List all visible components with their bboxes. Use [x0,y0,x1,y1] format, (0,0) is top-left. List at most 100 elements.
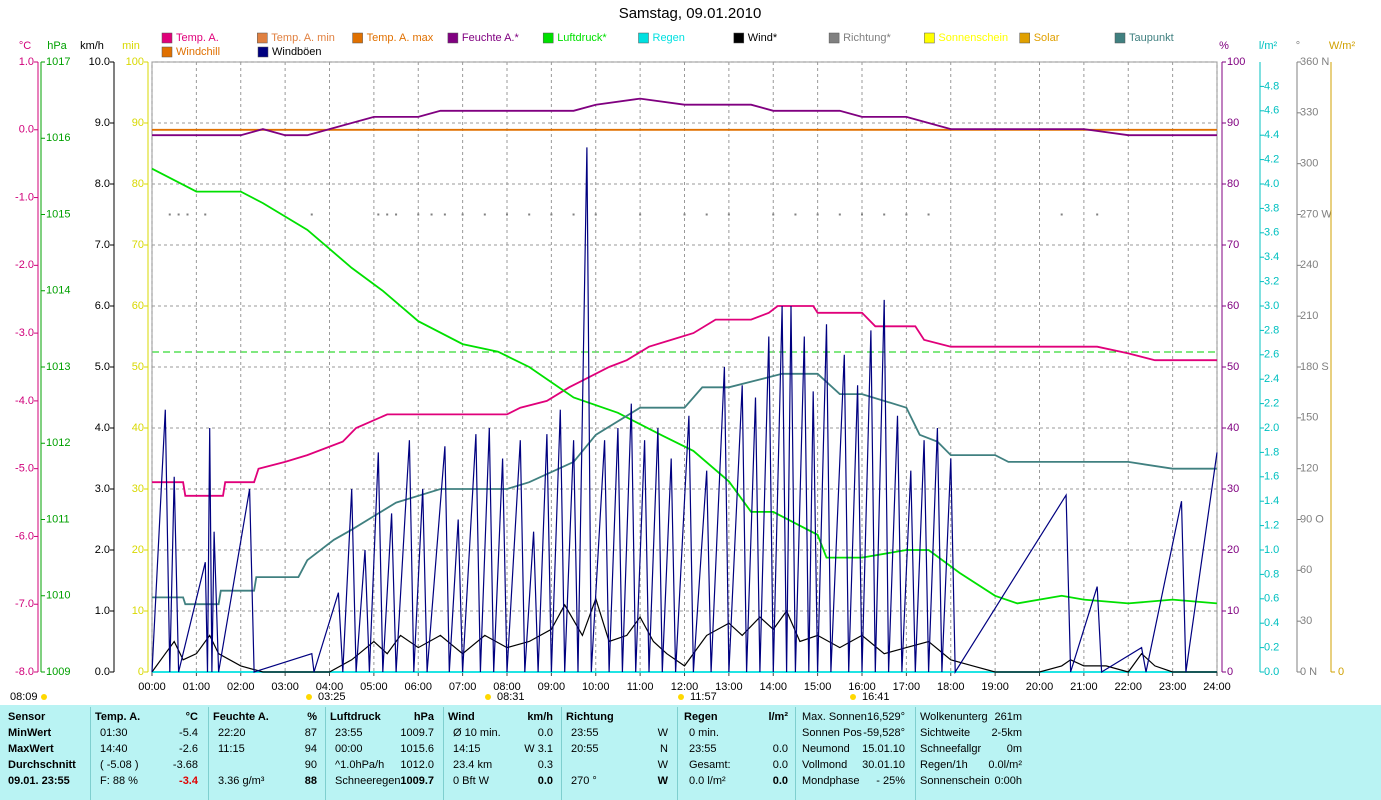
info-label: Wolkenunterg [920,711,988,723]
cell-value: -3.68 [172,759,198,771]
direction-dot [310,213,313,216]
time-annotation: 11:57 [690,691,717,703]
y-tick-label: 3.0 [95,483,110,495]
legend-swatch [257,32,268,44]
legend-label: Windchill [176,46,220,58]
sun-marker [485,694,491,700]
y-tick-label: 100 [126,56,144,68]
info-label: Schneefallgr [920,743,982,755]
x-tick-label: 17:00 [893,681,921,693]
y-tick-label: 90 [1227,117,1239,129]
y-tick-label: 20 [1227,544,1239,556]
y-tick-label: 1013 [46,361,70,373]
info-value: 16,529° [866,711,905,723]
column-separator [208,707,209,800]
x-tick-label: 04:00 [316,681,344,693]
cell-label: 0.0 l/m² [689,775,726,787]
x-tick-label: 20:00 [1026,681,1054,693]
x-tick-label: 10:00 [582,681,610,693]
direction-dot [506,213,508,216]
cell-value: 1012.0 [400,759,434,771]
column-separator [90,707,91,800]
sun-marker [41,694,47,700]
legend-swatch [542,32,554,44]
column-header: Regen [684,711,718,723]
x-tick-label: 22:00 [1114,681,1142,693]
info-value: 261m [994,711,1022,723]
info-value: 0.0l/m² [988,759,1022,771]
legend-label: Temp. A. min [271,32,335,44]
legend-label: Temp. A. max [367,32,434,44]
y-tick-label: 360 N [1300,56,1329,68]
column-header: Richtung [566,711,614,723]
cell-value: W [657,727,668,739]
y-tick-label: 180 S [1300,361,1329,373]
x-tick-label: 07:00 [449,681,477,693]
y-tick-label: 210 [1300,310,1318,322]
y-tick-label: 10 [132,605,144,617]
y-tick-label: 4.0 [95,422,110,434]
plot-area [151,61,1218,673]
column-unit: hPa [413,711,434,723]
y-tick-label: 270 W [1300,208,1332,220]
y-tick-label: 3.8 [1264,202,1279,214]
x-tick-label: 19:00 [981,681,1009,693]
series-line [152,372,1217,606]
column-unit: °C [185,711,198,723]
cell-label: 23:55 [689,743,717,755]
y-tick-label: 7.0 [95,239,110,251]
direction-dot [794,213,797,216]
cell-value: 1009.7 [400,727,434,739]
column-unit: % [307,711,317,723]
y-tick-label: 0 [1338,666,1344,678]
y-tick-label: 1009 [46,666,70,678]
legend-swatch [352,32,363,44]
y-tick-label: 2.0 [1264,422,1279,434]
column-separator [915,707,916,800]
x-tick-label: 24:00 [1203,681,1231,693]
direction-dot [1060,213,1063,216]
legend-label: Feuchte A.* [462,32,520,44]
legend-swatch [924,32,935,44]
column-separator [443,707,444,800]
cell-value: 1009.7 [400,775,434,787]
cell-label: 11:15 [218,743,245,755]
cell-value: 90 [304,759,317,771]
series-line [151,167,1218,605]
info-label: Vollmond [802,759,848,771]
y-tick-label: 2.8 [1264,324,1279,336]
y-tick-label: 90 [132,117,144,129]
direction-dot [816,213,819,216]
legend-swatch [161,46,173,58]
y-tick-label: 4.2 [1264,154,1279,166]
row-label: Sensor [8,711,46,723]
column-header: Temp. A. [95,711,141,723]
y-tick-label: 8.0 [95,178,110,190]
cell-value: 0.0 [772,743,788,755]
y-tick-label: -1.0 [15,191,34,203]
legend-label: Richtung* [843,32,891,44]
direction-dot [883,213,886,216]
x-tick-label: 12:00 [671,681,699,693]
y-tick-label: 1011 [46,513,70,525]
x-tick-label: 21:00 [1070,681,1098,693]
y-tick-label: -3.0 [15,327,34,339]
legend-label: Sonnenschein [938,32,1008,44]
info-value: 30.01.10 [862,759,905,771]
cell-value: -5.4 [179,727,198,739]
y-axis-title: l/m² [1259,40,1278,52]
y-tick-label: 150 [1300,412,1318,424]
sun-marker [850,694,856,700]
legend-label: Regen [653,32,685,44]
legend-label: Luftdruck* [557,32,607,44]
y-tick-label: 60 [1227,300,1239,312]
y-tick-label: 0 [138,666,144,678]
y-tick-label: 240 [1300,259,1318,271]
direction-dot [705,213,708,216]
row-label: MaxWert [8,743,54,755]
legend-swatch [733,32,745,44]
cell-label: 23:55 [571,727,599,739]
y-tick-label: 0.0 [19,124,34,136]
info-value: 2-5km [991,727,1022,739]
column-header: Luftdruck [330,711,381,723]
